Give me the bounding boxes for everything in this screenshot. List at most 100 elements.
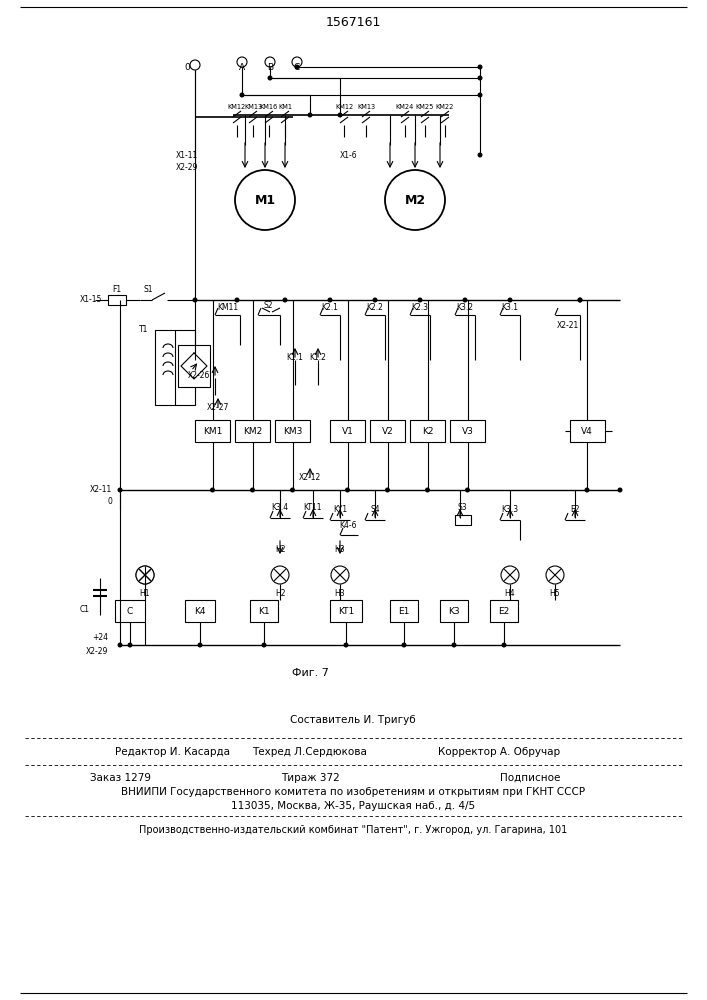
Text: M2: M2	[404, 194, 426, 207]
Circle shape	[192, 298, 197, 302]
Text: S3: S3	[457, 504, 467, 512]
Bar	[455, 515, 471, 525]
Circle shape	[373, 298, 378, 302]
Text: A: A	[239, 62, 245, 72]
Text: Корректор А. Обручар: Корректор А. Обручар	[438, 747, 560, 757]
Bar	[390, 600, 418, 622]
Circle shape	[250, 488, 255, 492]
Text: K2.1: K2.1	[322, 304, 339, 312]
Bar	[370, 420, 405, 442]
Text: H2: H2	[275, 546, 285, 554]
Circle shape	[235, 170, 295, 230]
Text: X2-29: X2-29	[175, 163, 198, 172]
Text: K2.2: K2.2	[366, 304, 383, 312]
Text: KM1: KM1	[203, 426, 222, 436]
Circle shape	[127, 643, 132, 648]
Circle shape	[418, 298, 423, 302]
Text: KM22: KM22	[436, 104, 454, 110]
Text: K1: K1	[258, 606, 270, 615]
Bar	[178, 345, 210, 387]
Text: V2: V2	[382, 426, 393, 436]
Bar	[108, 295, 126, 305]
Circle shape	[385, 170, 445, 230]
Circle shape	[385, 488, 390, 492]
Text: Составитель И. Тригуб: Составитель И. Тригуб	[290, 715, 416, 725]
Circle shape	[452, 643, 457, 648]
Bar	[570, 420, 605, 442]
Text: Техред Л.Сердюкова: Техред Л.Сердюкова	[252, 747, 368, 757]
Circle shape	[465, 488, 470, 492]
Circle shape	[337, 112, 342, 117]
Text: Редактор И. Касарда: Редактор И. Касарда	[115, 747, 230, 757]
Circle shape	[190, 60, 200, 70]
Circle shape	[235, 298, 240, 302]
Text: E1: E1	[398, 606, 409, 615]
Text: KM25: KM25	[416, 104, 434, 110]
Text: KM12: KM12	[335, 104, 353, 110]
Circle shape	[331, 566, 349, 584]
Circle shape	[501, 643, 506, 648]
Bar	[330, 600, 362, 622]
Circle shape	[117, 643, 122, 648]
Circle shape	[345, 488, 350, 492]
Text: S1: S1	[144, 286, 153, 294]
Bar	[330, 420, 365, 442]
Text: K3.3: K3.3	[501, 506, 518, 514]
Bar	[275, 420, 310, 442]
Text: S2: S2	[263, 300, 273, 310]
Circle shape	[477, 76, 482, 81]
Circle shape	[585, 488, 590, 492]
Text: E2: E2	[571, 506, 580, 514]
Text: C: C	[127, 606, 133, 615]
Bar	[185, 600, 215, 622]
Text: KM16: KM16	[260, 104, 278, 110]
Text: K3.2: K3.2	[457, 304, 474, 312]
Circle shape	[546, 566, 564, 584]
Text: K2: K2	[422, 426, 433, 436]
Circle shape	[267, 76, 272, 81]
Text: KM13: KM13	[357, 104, 375, 110]
Circle shape	[477, 64, 482, 70]
Text: H2: H2	[275, 588, 285, 597]
Text: Тираж 372: Тираж 372	[281, 773, 339, 783]
Text: KM12: KM12	[228, 104, 246, 110]
Text: K1.2: K1.2	[310, 354, 327, 362]
Text: KM2: KM2	[243, 426, 262, 436]
Text: KT1: KT1	[338, 606, 354, 615]
Text: V4: V4	[581, 426, 593, 436]
Bar	[155, 330, 195, 405]
Text: KM24: KM24	[396, 104, 414, 110]
Circle shape	[501, 566, 519, 584]
Text: K3.4: K3.4	[271, 504, 288, 512]
Text: C1: C1	[80, 605, 90, 614]
Bar	[250, 600, 278, 622]
Text: S4: S4	[370, 506, 380, 514]
Text: E2: E2	[498, 606, 510, 615]
Bar	[195, 420, 230, 442]
Text: C: C	[294, 62, 300, 72]
Text: V1: V1	[341, 426, 354, 436]
Circle shape	[240, 93, 245, 98]
Text: F1: F1	[112, 286, 122, 294]
Circle shape	[271, 566, 289, 584]
Circle shape	[477, 93, 482, 98]
Text: X2-21: X2-21	[557, 320, 579, 330]
Text: M1: M1	[255, 194, 276, 207]
Text: X2-12: X2-12	[299, 474, 321, 483]
Text: K4-6: K4-6	[339, 520, 357, 530]
Circle shape	[136, 566, 154, 584]
Text: H5: H5	[549, 588, 561, 597]
Text: K3: K3	[448, 606, 460, 615]
Text: ВНИИПИ Государственного комитета по изобретениям и открытиям при ГКНТ СССР: ВНИИПИ Государственного комитета по изоб…	[121, 787, 585, 797]
Text: V3: V3	[462, 426, 474, 436]
Bar	[410, 420, 445, 442]
Text: +24: +24	[92, 633, 108, 642]
Circle shape	[578, 298, 583, 302]
Circle shape	[578, 298, 583, 302]
Text: KM3: KM3	[283, 426, 302, 436]
Circle shape	[117, 488, 122, 492]
Text: KM1: KM1	[278, 104, 292, 110]
Text: KM13: KM13	[244, 104, 262, 110]
Text: Подписное: Подписное	[500, 773, 560, 783]
Text: B: B	[267, 62, 273, 72]
